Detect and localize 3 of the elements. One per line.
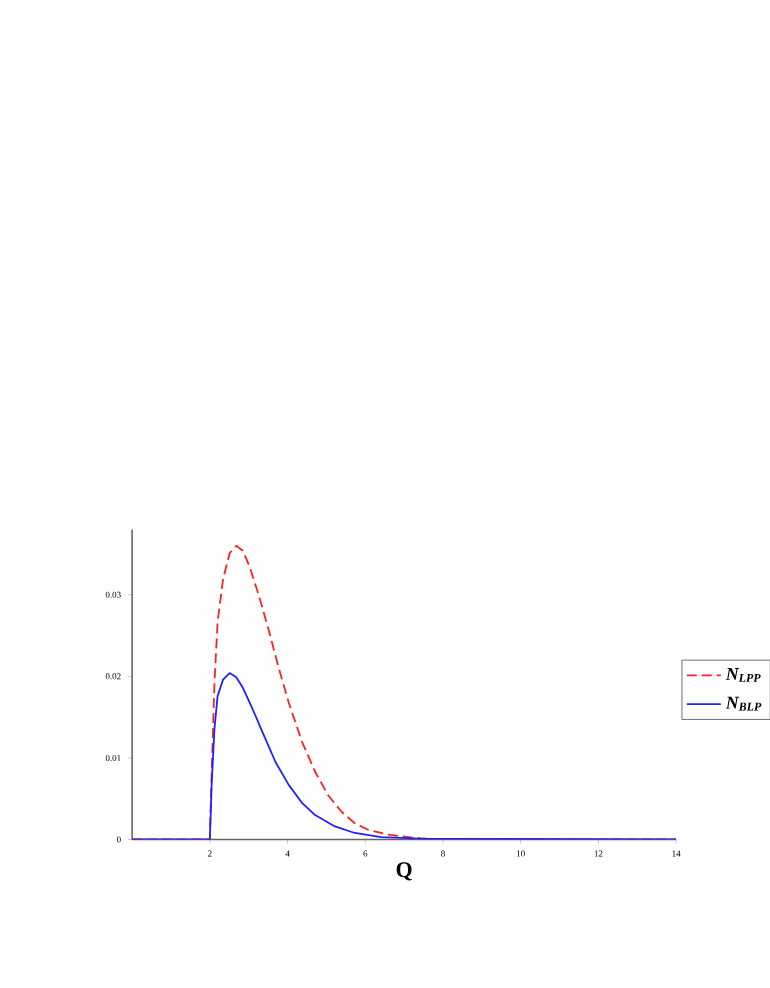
legend-label: N$_{BLP}$ — [725, 696, 762, 711]
x-axis-title: Q — [396, 862, 412, 881]
legend-label: N$_{LPP}$ — [725, 668, 761, 682]
